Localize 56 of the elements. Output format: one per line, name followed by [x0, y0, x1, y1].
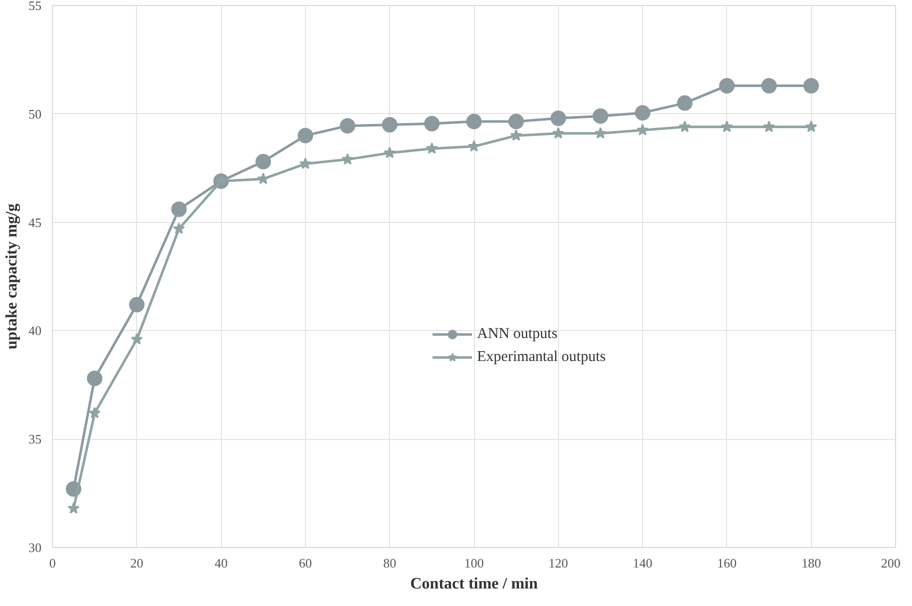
x-tick-label: 200 — [881, 556, 900, 570]
point — [426, 142, 438, 154]
x-tick-label: 80 — [383, 556, 396, 570]
x-tick-label: 180 — [801, 556, 821, 570]
point — [678, 120, 691, 132]
point — [510, 129, 522, 141]
x-tick-label: 60 — [298, 556, 312, 570]
point — [468, 140, 480, 152]
point — [424, 116, 440, 132]
point — [68, 502, 80, 514]
point — [382, 117, 398, 132]
y-tick-label: 30 — [28, 540, 42, 555]
point — [257, 172, 270, 184]
legend-label: Experimantal outputs — [477, 348, 606, 366]
x-tick-label: 140 — [632, 556, 652, 570]
y-axis-title: uptake capacity mg/g — [4, 204, 20, 350]
y-tick-label: 45 — [28, 214, 42, 230]
y-tick-label: 50 — [28, 106, 42, 122]
point — [594, 127, 606, 139]
point — [340, 118, 356, 134]
point — [466, 114, 482, 130]
x-tick-label: 120 — [548, 556, 568, 570]
x-tick-label: 40 — [214, 556, 228, 570]
point — [636, 124, 649, 136]
point — [298, 128, 314, 144]
point — [719, 78, 735, 94]
legend-label: ANN outputs — [477, 326, 558, 342]
x-tick-label: 20 — [130, 556, 144, 570]
point — [592, 108, 608, 124]
point — [761, 78, 777, 94]
point — [88, 406, 101, 418]
point — [86, 370, 102, 386]
y-tick-label: 35 — [28, 432, 42, 447]
point — [550, 110, 566, 126]
point — [129, 296, 145, 312]
point — [552, 127, 564, 139]
point — [805, 120, 818, 132]
y-tick-label: 40 — [28, 323, 42, 338]
point — [172, 222, 185, 234]
point — [803, 78, 819, 94]
point — [763, 120, 776, 132]
point — [171, 202, 187, 218]
x-tick-label: 160 — [717, 556, 737, 570]
point — [508, 114, 524, 130]
point — [256, 154, 271, 170]
point — [384, 146, 396, 158]
point — [720, 120, 733, 132]
y-tick-label: 55 — [28, 0, 42, 13]
point — [130, 333, 143, 345]
point — [634, 105, 650, 121]
x-axis-title: Contact time / min — [410, 576, 538, 592]
x-tick-label: 100 — [464, 556, 484, 570]
point — [342, 153, 354, 165]
point — [299, 158, 312, 169]
x-tick-label: 0 — [49, 556, 56, 570]
point — [677, 95, 692, 111]
